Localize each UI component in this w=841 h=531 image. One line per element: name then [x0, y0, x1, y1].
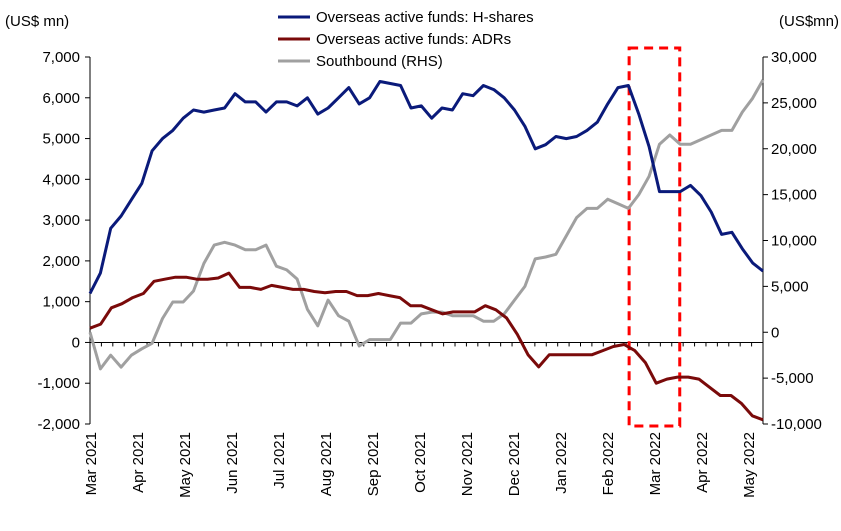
x-tick-label: Nov 2021 [459, 432, 476, 496]
highlight-box-layer [627, 46, 682, 428]
x-tick-label: Sep 2021 [365, 432, 382, 496]
right-tick-label: 15,000 [771, 187, 817, 204]
legend-label-southbound: Southbound (RHS) [316, 53, 443, 70]
left-tick-label: 5,000 [42, 131, 80, 148]
right-tick-label: 5,000 [771, 278, 809, 295]
left-tick-label: 3,000 [42, 212, 80, 229]
x-tick-label: Mar 2021 [83, 432, 100, 495]
right-axis-unit-label: (US$mn) [779, 13, 839, 30]
axes-layer [85, 56, 768, 425]
right-tick-label: -10,000 [771, 416, 822, 433]
series-line-0 [88, 80, 764, 295]
left-axis-unit-label: (US$ mn) [5, 13, 69, 30]
x-tick-label: Apr 2022 [694, 432, 711, 493]
left-tick-label: 4,000 [42, 171, 80, 188]
x-tick-label: Dec 2021 [506, 432, 523, 496]
x-tick-label: Oct 2021 [412, 432, 429, 493]
left-tick-label: -1,000 [37, 375, 80, 392]
legend: Overseas active funds: H-shares Overseas… [278, 9, 534, 70]
right-tick-label: 30,000 [771, 49, 817, 66]
right-tick-label: 0 [771, 324, 779, 341]
legend-label-h-shares: Overseas active funds: H-shares [316, 9, 534, 26]
left-tick-label: 2,000 [42, 253, 80, 270]
x-tick-label: May 2022 [741, 432, 758, 498]
left-tick-label: -2,000 [37, 416, 80, 433]
x-tick-label: Jan 2022 [553, 432, 570, 494]
left-tick-label: 1,000 [42, 294, 80, 311]
series-layer [88, 79, 765, 422]
tick-labels-layer: 7,000 6,000 5,000 4,000 3,000 2,000 1,000 0 -1,0… [37, 49, 821, 498]
right-tick-label: -5,000 [771, 370, 814, 387]
left-tick-label: 7,000 [42, 49, 80, 66]
x-tick-label: May 2021 [177, 432, 194, 498]
right-tick-label: 10,000 [771, 233, 817, 250]
x-tick-label: Jun 2021 [224, 432, 241, 494]
x-tick-label: Apr 2021 [130, 432, 147, 493]
x-tick-label: Feb 2022 [600, 432, 617, 495]
x-tick-label: Mar 2022 [647, 432, 664, 495]
x-tick-label: Aug 2021 [318, 432, 335, 496]
left-tick-label: 0 [72, 334, 80, 351]
legend-label-adrs: Overseas active funds: ADRs [316, 31, 511, 48]
series-line-1 [89, 271, 764, 422]
highlight-box [627, 46, 682, 428]
x-tick-label: Jul 2021 [271, 432, 288, 489]
right-tick-label: 25,000 [771, 95, 817, 112]
left-tick-label: 6,000 [42, 90, 80, 107]
series-line-2 [88, 79, 765, 371]
right-tick-label: 20,000 [771, 141, 817, 158]
